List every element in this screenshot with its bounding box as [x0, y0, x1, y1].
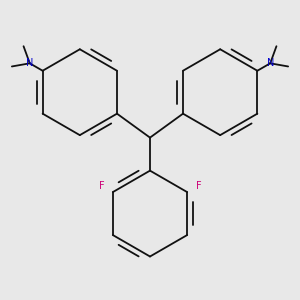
Text: F: F — [99, 181, 104, 190]
Text: N: N — [26, 58, 34, 68]
Text: N: N — [266, 58, 274, 68]
Text: F: F — [196, 181, 201, 190]
